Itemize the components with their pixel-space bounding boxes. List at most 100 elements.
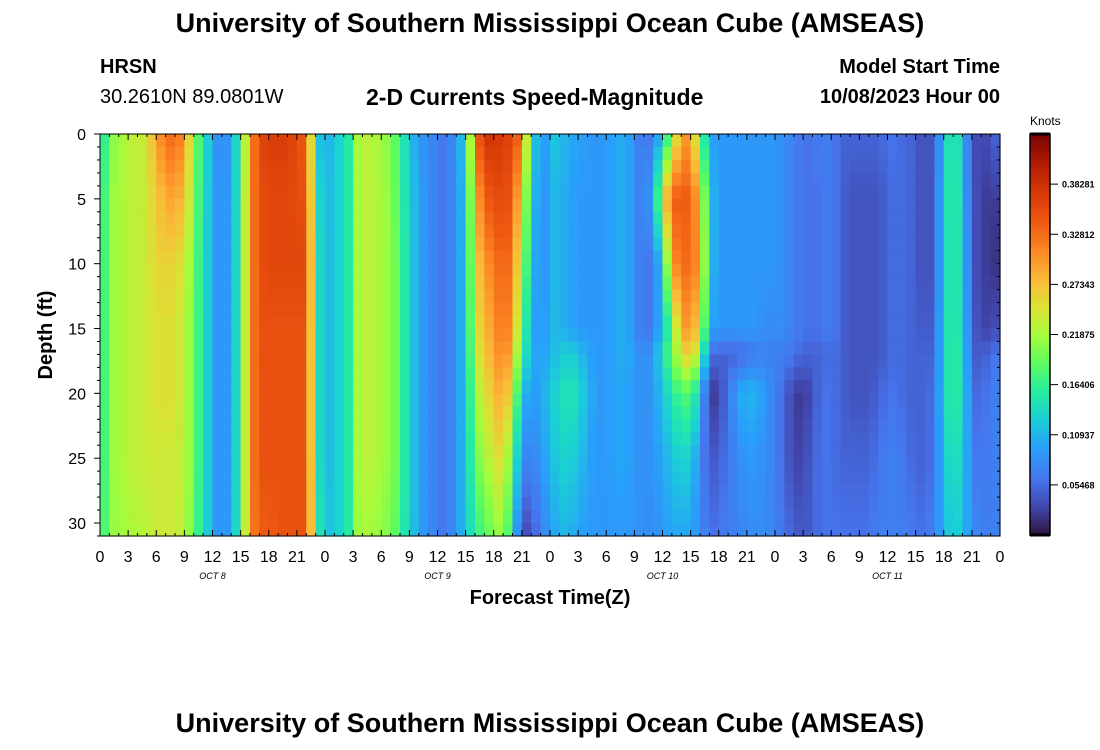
heatmap-cell — [718, 432, 729, 446]
heatmap-cell — [118, 289, 129, 304]
heatmap-cell — [109, 250, 120, 265]
heatmap-cell — [671, 445, 682, 459]
heatmap-cell — [634, 458, 645, 472]
heatmap-cell — [343, 250, 354, 265]
heatmap-cell — [240, 224, 251, 239]
heatmap-cell — [718, 237, 729, 252]
heatmap-cell — [878, 393, 889, 407]
heatmap-cell — [971, 289, 982, 304]
heatmap-cell — [896, 134, 907, 148]
heatmap-cell — [165, 354, 176, 369]
heatmap-cell — [203, 458, 214, 472]
heatmap-cell — [390, 250, 401, 265]
heatmap-cell — [803, 341, 814, 356]
heatmap-cell — [212, 393, 223, 407]
heatmap-cell — [240, 198, 251, 213]
colorbar-swatch — [1030, 157, 1050, 162]
heatmap-cell — [925, 224, 935, 239]
heatmap-cell — [334, 134, 345, 148]
heatmap-cell — [165, 393, 176, 407]
heatmap-cell — [512, 406, 523, 420]
heatmap-cell — [606, 471, 617, 485]
heatmap-cell — [315, 341, 326, 356]
heatmap-cell — [503, 471, 514, 485]
colorbar-swatch — [1030, 237, 1050, 242]
heatmap-cell — [606, 341, 617, 356]
heatmap-cell — [775, 237, 785, 252]
colorbar-swatch — [1030, 371, 1050, 376]
heatmap-cell — [240, 367, 251, 381]
heatmap-cell — [521, 159, 532, 174]
heatmap-cell — [531, 134, 542, 148]
heatmap-cell — [615, 134, 626, 148]
heatmap-cell — [484, 185, 495, 200]
heatmap-cell — [634, 237, 645, 252]
heatmap-cell — [962, 445, 973, 459]
heatmap-cell — [690, 523, 701, 537]
colorbar-swatch — [1030, 381, 1050, 386]
colorbar-swatch — [1030, 227, 1050, 232]
heatmap-cell — [718, 393, 729, 407]
heatmap-cell — [184, 406, 195, 420]
heatmap-cell — [353, 341, 364, 356]
heatmap-cell — [587, 224, 598, 239]
heatmap-cell — [240, 510, 251, 524]
colorbar-swatch — [1030, 184, 1050, 189]
heatmap-cell — [596, 263, 607, 278]
heatmap-cell — [268, 250, 279, 265]
heatmap-cell — [371, 237, 382, 252]
heatmap-cell — [784, 211, 795, 226]
heatmap-cell — [203, 198, 214, 213]
heatmap-cell — [990, 341, 1001, 356]
heatmap-cell — [812, 224, 823, 239]
heatmap-cell — [231, 250, 242, 265]
heatmap-cell — [709, 315, 720, 330]
heatmap-cell — [934, 393, 945, 407]
heatmap-cell — [409, 211, 420, 226]
heatmap-cell — [306, 146, 317, 161]
colorbar-swatch — [1030, 311, 1050, 316]
heatmap-cell — [259, 393, 270, 407]
heatmap-cell — [446, 497, 457, 511]
heatmap-cell — [493, 484, 504, 498]
heatmap-cell — [812, 432, 823, 446]
heatmap-cell — [409, 134, 420, 148]
heatmap-cell — [793, 510, 804, 524]
heatmap-cell — [456, 393, 467, 407]
heatmap-cell — [831, 237, 842, 252]
heatmap-cell — [737, 315, 748, 330]
heatmap-cell — [859, 250, 870, 265]
heatmap-cell — [878, 250, 889, 265]
heatmap-cell — [962, 406, 973, 420]
heatmap-cell — [287, 263, 298, 278]
heatmap-cell — [559, 250, 570, 265]
heatmap-cell — [296, 263, 307, 278]
heatmap-cell — [343, 406, 354, 420]
heatmap-cell — [596, 185, 607, 200]
heatmap-cell — [212, 432, 223, 446]
heatmap-cell — [728, 198, 739, 213]
heatmap-cell — [700, 172, 710, 187]
heatmap-cell — [193, 445, 204, 459]
heatmap-cell — [371, 302, 382, 317]
heatmap-cell — [878, 406, 889, 420]
heatmap-cell — [240, 393, 251, 407]
heatmap-cell — [681, 276, 692, 291]
heatmap-cell — [765, 341, 776, 356]
heatmap-cell — [756, 159, 767, 174]
heatmap-cell — [756, 237, 767, 252]
heatmap-cell — [662, 380, 673, 394]
heatmap-cell — [850, 250, 860, 265]
heatmap-cell — [250, 185, 260, 200]
heatmap-cell — [428, 419, 439, 433]
heatmap-cell — [128, 134, 139, 148]
heatmap-cell — [784, 315, 795, 330]
heatmap-cell — [203, 471, 214, 485]
heatmap-cell — [503, 510, 514, 524]
heatmap-cell — [559, 458, 570, 472]
heatmap-cell — [568, 159, 579, 174]
heatmap-cell — [371, 510, 382, 524]
heatmap-cell — [568, 134, 579, 148]
heatmap-cell — [962, 134, 973, 148]
heatmap-cell — [746, 328, 757, 343]
